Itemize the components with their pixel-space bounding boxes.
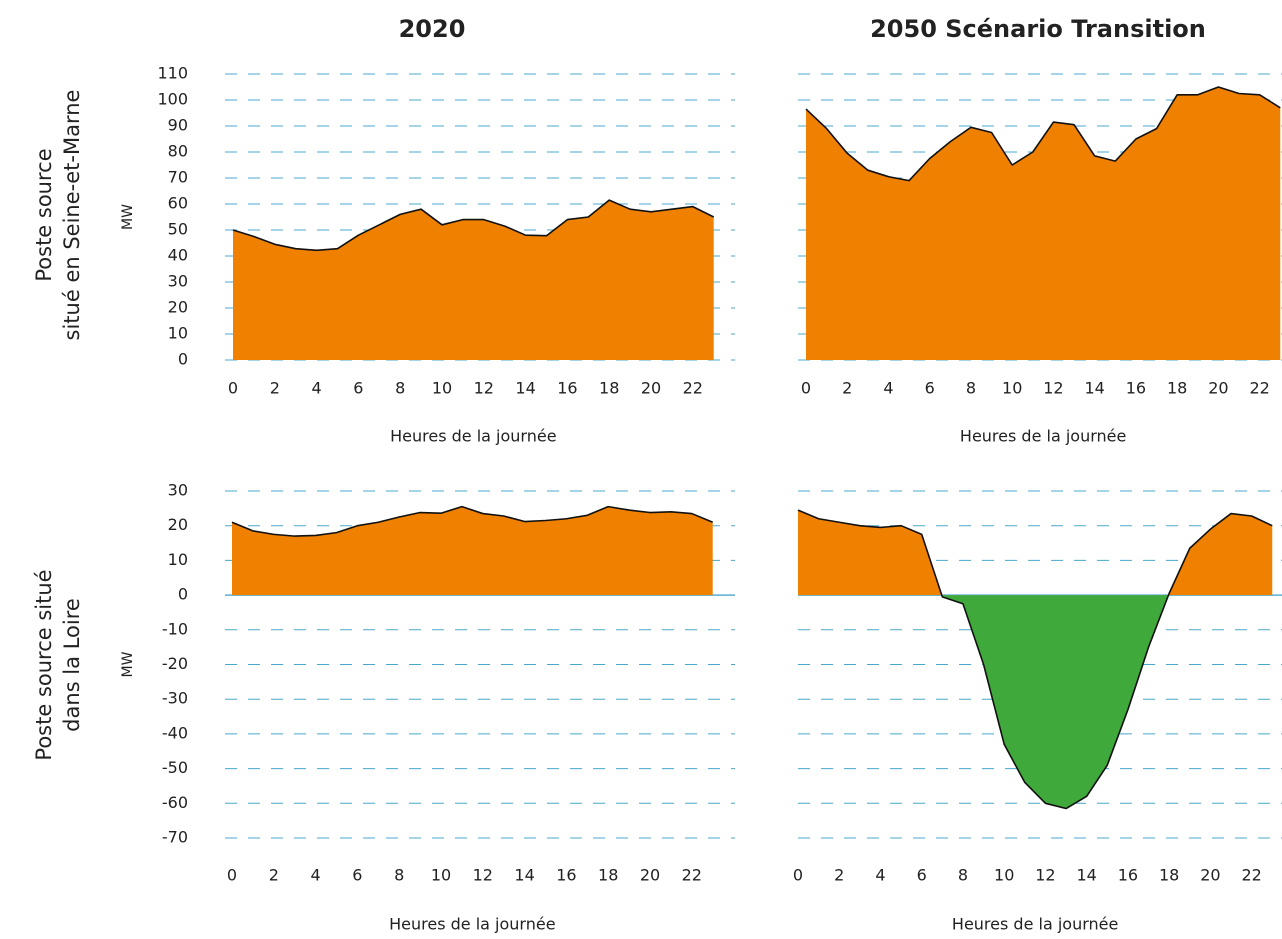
y-tick-label: 90	[168, 116, 188, 135]
x-tick-label: 0	[227, 866, 237, 885]
area-positive	[806, 87, 1281, 360]
y-tick-label: -20	[162, 654, 188, 673]
y-tick-label: 100	[157, 90, 188, 109]
x-tick-label: 22	[683, 379, 703, 398]
x-axis-label: Heures de la journée	[389, 915, 555, 934]
row-label: dans la Loire	[60, 598, 84, 732]
x-tick-label: 2	[270, 379, 280, 398]
line	[232, 199, 715, 252]
column-title: 2020	[399, 15, 466, 43]
x-tick-label: 20	[640, 866, 660, 885]
x-tick-label: 20	[1208, 379, 1228, 398]
row-label: situé en Seine-et-Marne	[60, 90, 84, 341]
y-tick-label: 110	[157, 64, 188, 83]
x-tick-label: 22	[682, 866, 702, 885]
x-tick-label: 4	[312, 379, 322, 398]
x-tick-label: 4	[311, 866, 321, 885]
y-axis-label: MW	[120, 204, 136, 230]
column-title: 2050 Scénario Transition	[870, 15, 1206, 43]
line	[805, 86, 1281, 182]
y-tick-label: -70	[162, 828, 188, 847]
line	[797, 509, 1273, 810]
x-tick-label: 18	[598, 866, 618, 885]
x-axis-label: Heures de la journée	[960, 427, 1126, 446]
x-tick-label: 0	[228, 379, 238, 398]
x-tick-label: 16	[1126, 379, 1146, 398]
x-axis-label: Heures de la journée	[952, 915, 1118, 934]
area-negative	[798, 595, 1273, 809]
x-tick-label: 12	[1035, 866, 1055, 885]
area-positive	[233, 200, 714, 360]
x-tick-label: 6	[917, 866, 927, 885]
x-tick-label: 10	[432, 379, 452, 398]
y-tick-label: 10	[168, 550, 188, 569]
y-tick-label: 20	[168, 298, 188, 317]
x-tick-label: 22	[1249, 379, 1269, 398]
line	[231, 505, 714, 537]
x-tick-label: 6	[352, 866, 362, 885]
x-tick-label: 4	[883, 379, 893, 398]
x-tick-label: 8	[395, 379, 405, 398]
x-tick-label: 6	[925, 379, 935, 398]
x-tick-label: 16	[557, 379, 577, 398]
x-tick-label: 2	[269, 866, 279, 885]
x-tick-label: 10	[431, 866, 451, 885]
x-tick-label: 14	[515, 379, 535, 398]
y-tick-label: 70	[168, 168, 188, 187]
x-tick-label: 16	[556, 866, 576, 885]
y-tick-label: -10	[162, 619, 188, 638]
x-tick-label: 8	[958, 866, 968, 885]
x-tick-label: 6	[353, 379, 363, 398]
x-tick-label: 8	[966, 379, 976, 398]
x-tick-label: 12	[473, 866, 493, 885]
y-tick-label: -40	[162, 723, 188, 742]
x-tick-label: 10	[994, 866, 1014, 885]
x-tick-label: 2	[834, 866, 844, 885]
x-tick-label: 16	[1118, 866, 1138, 885]
y-tick-label: 80	[168, 142, 188, 161]
x-tick-label: 10	[1002, 379, 1022, 398]
area-positive	[232, 506, 713, 596]
x-tick-label: 2	[842, 379, 852, 398]
x-tick-label: 14	[1077, 866, 1097, 885]
y-tick-label: -30	[162, 689, 188, 708]
x-tick-label: 18	[1167, 379, 1187, 398]
y-tick-label: -50	[162, 758, 188, 777]
y-tick-label: 30	[168, 481, 188, 500]
x-tick-label: 22	[1241, 866, 1261, 885]
x-tick-label: 18	[1159, 866, 1179, 885]
area-positive	[798, 510, 1273, 596]
x-tick-label: 0	[793, 866, 803, 885]
y-tick-label: 0	[178, 585, 188, 604]
x-tick-label: 12	[474, 379, 494, 398]
x-tick-label: 4	[875, 866, 885, 885]
y-axis-label: MW	[120, 651, 136, 677]
row-label: Poste source situé	[32, 569, 56, 760]
x-tick-label: 18	[599, 379, 619, 398]
y-tick-label: 50	[168, 220, 188, 239]
x-tick-label: 12	[1043, 379, 1063, 398]
x-tick-label: 14	[514, 866, 534, 885]
y-tick-label: 60	[168, 194, 188, 213]
y-tick-label: 30	[168, 272, 188, 291]
x-tick-label: 20	[641, 379, 661, 398]
row-label: Poste source	[32, 148, 56, 281]
x-tick-label: 8	[394, 866, 404, 885]
x-tick-label: 14	[1085, 379, 1105, 398]
y-tick-label: 10	[168, 324, 188, 343]
x-tick-label: 0	[801, 379, 811, 398]
y-tick-label: 40	[168, 246, 188, 265]
x-tick-label: 20	[1200, 866, 1220, 885]
area-negative	[232, 595, 713, 596]
y-tick-label: 0	[178, 350, 188, 369]
y-tick-label: 20	[168, 515, 188, 534]
x-axis-label: Heures de la journée	[390, 427, 556, 446]
y-tick-label: -60	[162, 793, 188, 812]
